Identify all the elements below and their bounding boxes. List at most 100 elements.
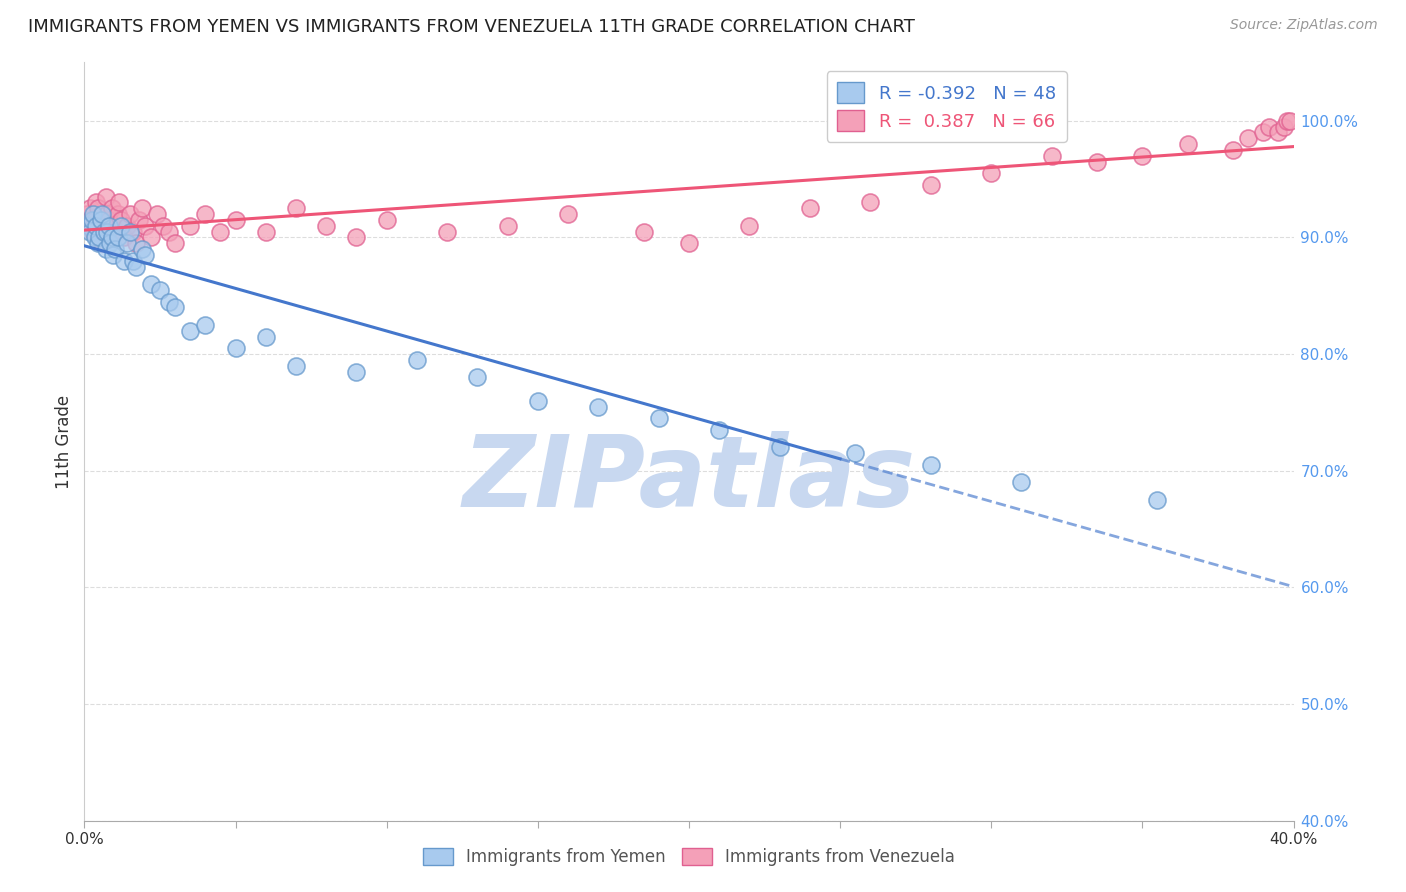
Point — [93, 225, 115, 239]
Point — [131, 201, 153, 215]
Point — [118, 225, 141, 239]
Point — [91, 207, 114, 221]
Point — [79, 225, 101, 239]
Point — [112, 230, 135, 244]
Point — [125, 236, 148, 251]
Point — [1253, 125, 1275, 139]
Point — [96, 225, 118, 239]
Point — [633, 225, 655, 239]
Point — [709, 423, 731, 437]
Point — [115, 236, 138, 251]
Point — [86, 195, 108, 210]
Point — [1011, 475, 1033, 490]
Point — [157, 225, 180, 239]
Point — [79, 201, 101, 215]
Point — [285, 359, 308, 373]
Point — [194, 207, 217, 221]
Point — [859, 195, 882, 210]
Point — [738, 219, 761, 233]
Point — [104, 242, 127, 256]
Point — [96, 207, 118, 221]
Point — [82, 225, 104, 239]
Point — [94, 242, 117, 256]
Point — [315, 219, 337, 233]
Point — [254, 329, 277, 343]
Point — [125, 260, 148, 274]
Point — [588, 400, 610, 414]
Point — [131, 242, 153, 256]
Point — [1085, 154, 1108, 169]
Point — [84, 213, 107, 227]
Point — [557, 207, 579, 221]
Point — [98, 230, 121, 244]
Point — [149, 283, 172, 297]
Point — [1177, 137, 1199, 152]
Point — [1267, 125, 1289, 139]
Point — [128, 213, 150, 227]
Point — [100, 201, 122, 215]
Point — [84, 230, 107, 244]
Point — [165, 236, 187, 251]
Point — [90, 225, 112, 239]
Text: ZIPatlas: ZIPatlas — [463, 431, 915, 528]
Point — [769, 441, 792, 455]
Point — [77, 213, 100, 227]
Point — [87, 201, 110, 215]
Point — [799, 201, 821, 215]
Point — [375, 213, 398, 227]
Point — [90, 213, 112, 227]
Point — [91, 236, 114, 251]
Point — [118, 207, 141, 221]
Point — [225, 213, 247, 227]
Point — [101, 248, 124, 262]
Point — [285, 201, 308, 215]
Point — [1040, 149, 1063, 163]
Point — [1274, 120, 1296, 134]
Point — [107, 230, 129, 244]
Point — [146, 207, 169, 221]
Text: IMMIGRANTS FROM YEMEN VS IMMIGRANTS FROM VENEZUELA 11TH GRADE CORRELATION CHART: IMMIGRANTS FROM YEMEN VS IMMIGRANTS FROM… — [28, 18, 915, 36]
Point — [165, 301, 187, 315]
Point — [134, 219, 156, 233]
Point — [1237, 131, 1260, 145]
Point — [110, 213, 132, 227]
Point — [104, 225, 127, 239]
Point — [121, 253, 143, 268]
Point — [152, 219, 174, 233]
Point — [980, 166, 1002, 180]
Point — [1279, 113, 1302, 128]
Point — [100, 230, 122, 244]
Point — [1258, 120, 1281, 134]
Point — [527, 393, 550, 408]
Point — [139, 277, 162, 291]
Point — [112, 253, 135, 268]
Point — [115, 219, 138, 233]
Point — [179, 219, 201, 233]
Point — [80, 219, 103, 233]
Point — [89, 219, 111, 233]
Point — [107, 207, 129, 221]
Point — [1222, 143, 1244, 157]
Point — [157, 294, 180, 309]
Point — [134, 248, 156, 262]
Point — [209, 225, 232, 239]
Point — [496, 219, 519, 233]
Point — [467, 370, 489, 384]
Point — [920, 178, 942, 192]
Legend: Immigrants from Yemen, Immigrants from Venezuela: Immigrants from Yemen, Immigrants from V… — [416, 841, 962, 873]
Point — [678, 236, 700, 251]
Point — [76, 207, 98, 221]
Point — [87, 236, 110, 251]
Point — [93, 219, 115, 233]
Point — [94, 189, 117, 203]
Point — [97, 213, 120, 227]
Point — [1277, 113, 1299, 128]
Point — [110, 219, 132, 233]
Point — [86, 219, 108, 233]
Point — [346, 230, 368, 244]
Point — [844, 446, 866, 460]
Text: Source: ZipAtlas.com: Source: ZipAtlas.com — [1230, 18, 1378, 32]
Point — [920, 458, 942, 472]
Point — [101, 219, 124, 233]
Point — [436, 225, 458, 239]
